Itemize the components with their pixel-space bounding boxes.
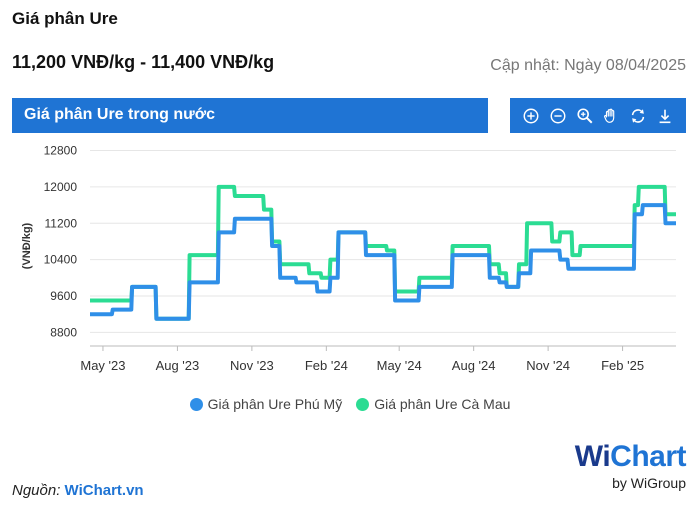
x-tick-label: Feb '24: [305, 358, 348, 373]
x-tick-label: Feb '25: [601, 358, 644, 373]
legend-label-phu-my: Giá phân Ure Phú Mỹ: [207, 396, 343, 412]
updated-date: Cập nhật: Ngày 08/04/2025: [490, 57, 686, 74]
page-title: Giá phân Ure: [12, 9, 118, 28]
logo-brand-wi: Wi: [574, 440, 611, 473]
x-tick-label: May '24: [377, 358, 422, 373]
source-link[interactable]: WiChart.vn: [64, 482, 144, 499]
series-line-phu-my: [90, 203, 676, 321]
x-tick-label: May '23: [80, 358, 125, 373]
download-icon[interactable]: [655, 106, 675, 126]
chart-legend: Giá phân Ure Phú Mỹ Giá phân Ure Cà Mau: [0, 396, 700, 412]
y-tick-label: 12800: [44, 144, 78, 158]
source-prefix: Nguồn:: [12, 482, 61, 499]
legend-item-ca-mau[interactable]: Giá phân Ure Cà Mau: [356, 396, 510, 412]
y-tick-label: 9600: [50, 289, 77, 303]
chart-banner-label: Giá phân Ure trong nước: [24, 106, 215, 123]
reset-icon[interactable]: [628, 106, 648, 126]
logo-brand-rest: Chart: [610, 440, 686, 473]
pan-hand-icon[interactable]: [601, 106, 621, 126]
chart-banner: Giá phân Ure trong nước: [12, 98, 488, 133]
legend-dot-ca-mau: [356, 397, 370, 411]
y-tick-label: 8800: [50, 325, 77, 339]
x-tick-label: Nov '24: [526, 358, 570, 373]
logo-sub: by WiGroup: [612, 475, 686, 491]
series-line-ca-mau: [90, 184, 676, 321]
y-tick-label: 12000: [44, 180, 78, 194]
y-tick-label: 10400: [44, 253, 78, 267]
y-axis-label: (VNĐ/kg): [21, 222, 33, 269]
magnifier-icon[interactable]: [575, 106, 595, 126]
zoom-out-icon[interactable]: [548, 106, 568, 126]
chart-toolbar: [510, 98, 686, 133]
y-tick-label: 11200: [45, 216, 78, 230]
x-tick-label: Aug '24: [452, 358, 496, 373]
x-tick-label: Aug '23: [156, 358, 200, 373]
source-note: Nguồn: WiChart.vn: [12, 482, 144, 499]
logo-brand: WiChart: [574, 440, 687, 473]
x-tick-label: Nov '23: [230, 358, 274, 373]
legend-dot-phu-my: [189, 397, 203, 411]
price-line-chart: 8800 9600 10400 11200 12000 12800 May '23 Aug '…: [21, 144, 676, 373]
wichart-logo: WiChart by WiGroup: [574, 440, 687, 492]
legend-label-ca-mau: Giá phân Ure Cà Mau: [374, 396, 511, 412]
price-range: 11,200 VNĐ/kg - 11,400 VNĐ/kg: [12, 52, 275, 72]
legend-item-phu-my[interactable]: Giá phân Ure Phú Mỹ: [189, 396, 343, 412]
zoom-in-icon[interactable]: [521, 106, 541, 126]
